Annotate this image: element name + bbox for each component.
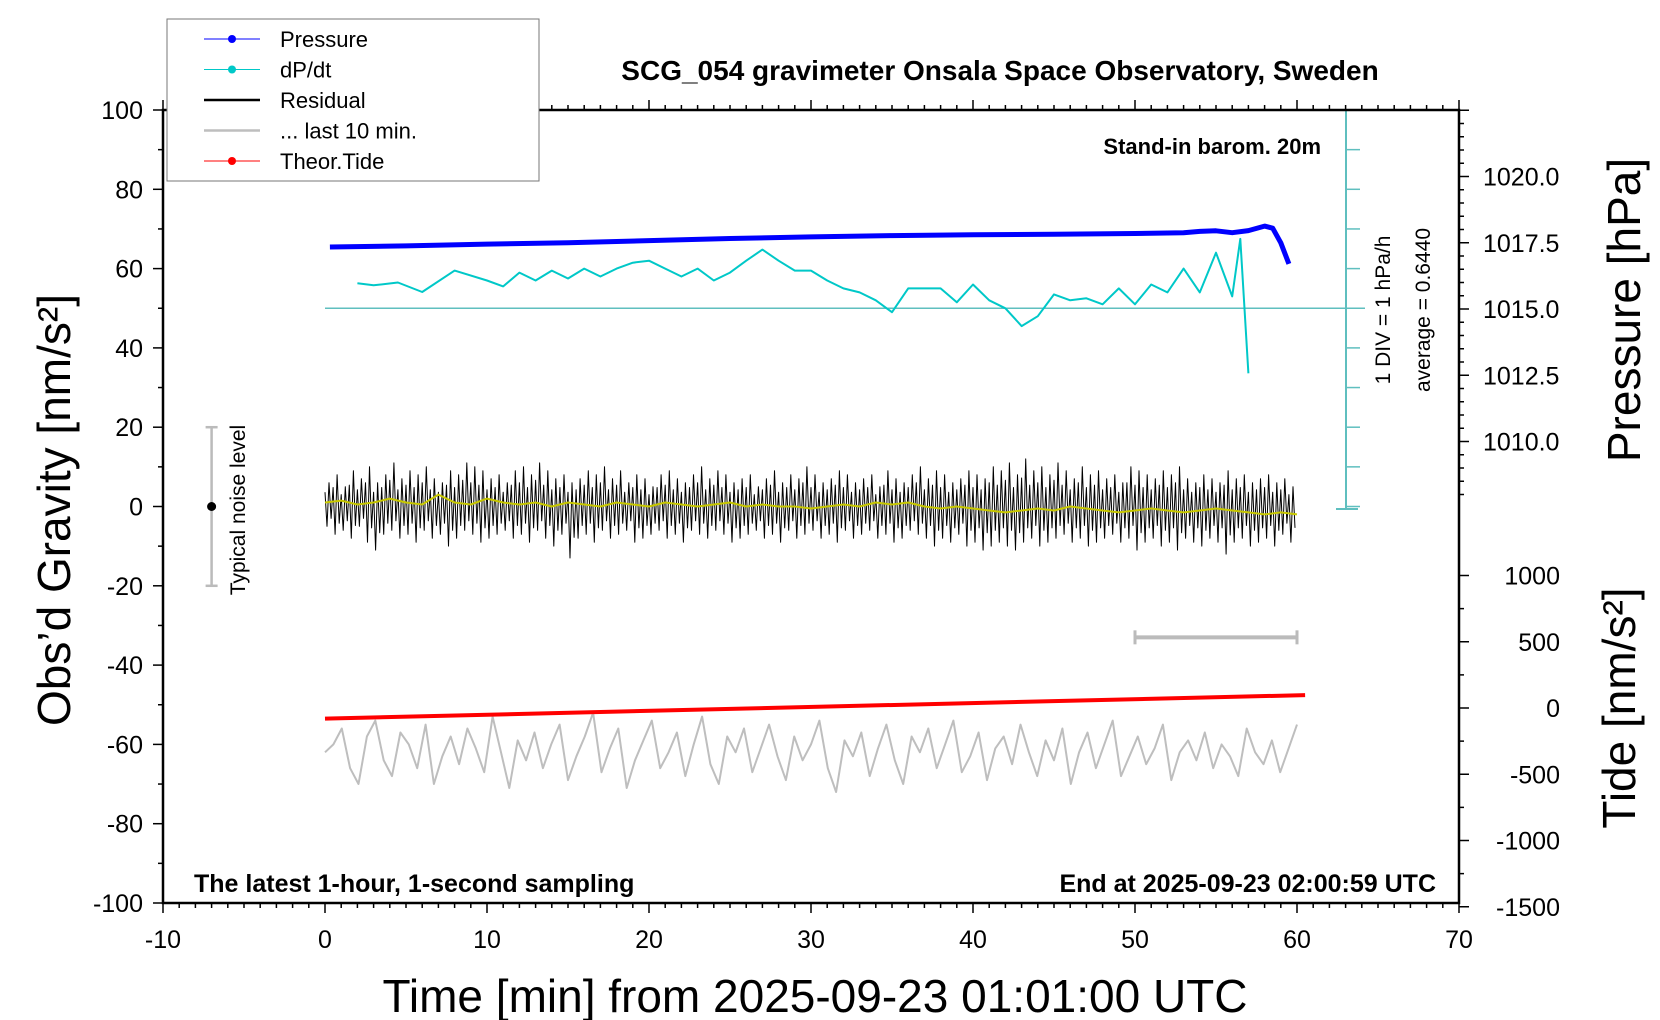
y-tick-label: 40: [115, 335, 143, 363]
legend: Pressure dP/dt Residual ... last 10 min. The…: [166, 18, 540, 182]
pressure-tick-label: 1017.5: [1483, 230, 1559, 258]
legend-marker: [228, 65, 236, 74]
chart-title: SCG_054 gravimeter Onsala Space Observat…: [621, 55, 1378, 86]
tide-tick-label: -500: [1510, 761, 1560, 789]
y-tick-label: -80: [107, 811, 143, 839]
last10-line: [324, 711, 1298, 793]
pressure-line: [329, 223, 1292, 265]
legend-item: dP/dt: [204, 58, 331, 83]
x-tick-label: 40: [959, 926, 987, 954]
average-label: average = 0.6440: [1412, 228, 1435, 392]
legend-label: Theor.Tide: [280, 149, 384, 174]
legend-marker: [228, 35, 236, 43]
y-tick-label: 100: [101, 97, 143, 125]
sampling-note: The latest 1-hour, 1-second sampling: [194, 870, 634, 898]
y-tick-label: 0: [129, 494, 143, 522]
x-tick-label: -10: [145, 926, 181, 954]
end-time-note: End at 2025-09-23 02:00:59 UTC: [1059, 870, 1436, 898]
tide-tick-label: -1500: [1496, 894, 1560, 922]
residual-line: [324, 458, 1296, 559]
pressure-axis-title: Pressure [hPa]: [1598, 158, 1650, 462]
y-tick-label: -40: [107, 652, 143, 680]
barometer-note: Stand-in barom. 20m: [1103, 134, 1321, 159]
pressure-tick-label: 1020.0: [1483, 164, 1559, 192]
x-tick-label: 20: [635, 926, 663, 954]
theor-tide-line: [324, 693, 1306, 721]
div-scale-label: 1 DIV = 1 hPa/h: [1372, 236, 1395, 385]
tide-tick-label: -1000: [1496, 828, 1560, 856]
noise-level-dot: [207, 502, 217, 511]
x-tick-label: 30: [797, 926, 825, 954]
y-axis-title: Obs’d Gravity [nm/s²]: [28, 294, 80, 726]
dpdt-line: [357, 237, 1250, 374]
pressure-tick-label: 1010.0: [1483, 429, 1559, 457]
pressure-tick-label: 1012.5: [1483, 362, 1559, 390]
pressure-tick-label: 1015.0: [1483, 296, 1559, 324]
x-axis-title: Time [min] from 2025-09-23 01:01:00 UTC: [383, 970, 1248, 1020]
tide-tick-label: 500: [1518, 629, 1560, 657]
x-tick-label: 50: [1121, 926, 1149, 954]
tide-axis-title: Tide [nm/s²]: [1593, 587, 1645, 828]
plot-marks: [205, 109, 1365, 793]
legend-item: Residual: [204, 88, 366, 113]
y-tick-label: 20: [115, 414, 143, 442]
x-tick-label: 10: [473, 926, 501, 954]
y-tick-label: -60: [107, 731, 143, 759]
legend-label: dP/dt: [280, 58, 331, 83]
x-tick-label: 70: [1445, 926, 1473, 954]
legend-label: ... last 10 min.: [280, 119, 417, 144]
noise-level-label: Typical noise level: [227, 425, 250, 595]
tide-tick-label: 1000: [1504, 563, 1560, 591]
axis-ticks: -10 0 10 20 30 40 50 60 70100806040200-20-40-60-…: [93, 97, 1560, 954]
x-tick-label: 0: [318, 926, 332, 954]
x-tick-label: 60: [1283, 926, 1311, 954]
legend-marker: [228, 157, 236, 165]
y-tick-label: -20: [107, 573, 143, 601]
y-tick-label: 80: [115, 176, 143, 204]
y-tick-label: -100: [93, 890, 143, 918]
residual-smoothed-line: [324, 493, 1298, 516]
y-tick-label: 60: [115, 256, 143, 284]
legend-label: Residual: [280, 88, 366, 113]
legend-label: Pressure: [280, 27, 368, 52]
legend-item: Theor.Tide: [204, 149, 384, 174]
tide-tick-label: 0: [1546, 695, 1560, 723]
legend-item: Pressure: [204, 27, 368, 52]
legend-item: ... last 10 min.: [204, 119, 417, 144]
